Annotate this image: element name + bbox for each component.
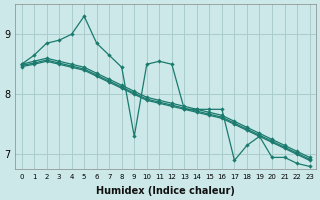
- X-axis label: Humidex (Indice chaleur): Humidex (Indice chaleur): [96, 186, 235, 196]
